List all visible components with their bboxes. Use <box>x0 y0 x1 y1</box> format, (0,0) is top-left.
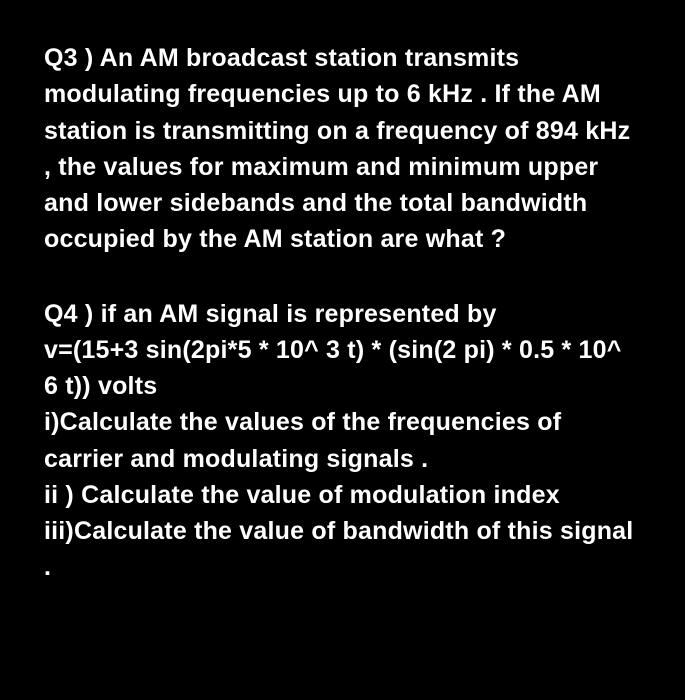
question-4-block: Q4 ) if an AM signal is represented by v… <box>44 296 641 586</box>
question-4-intro: Q4 ) if an AM signal is represented by <box>44 296 641 332</box>
question-3-text: Q3 ) An AM broadcast station transmits m… <box>44 44 630 253</box>
question-4-part-i: i)Calculate the values of the frequencie… <box>44 404 641 477</box>
question-4-equation: v=(15+3 sin(2pi*5 * 10^ 3 t) * (sin(2 pi… <box>44 332 641 405</box>
question-4-part-iii: iii)Calculate the value of bandwidth of … <box>44 513 641 586</box>
question-4-part-ii: ii ) Calculate the value of modulation i… <box>44 477 641 513</box>
question-3-block: Q3 ) An AM broadcast station transmits m… <box>44 40 641 258</box>
